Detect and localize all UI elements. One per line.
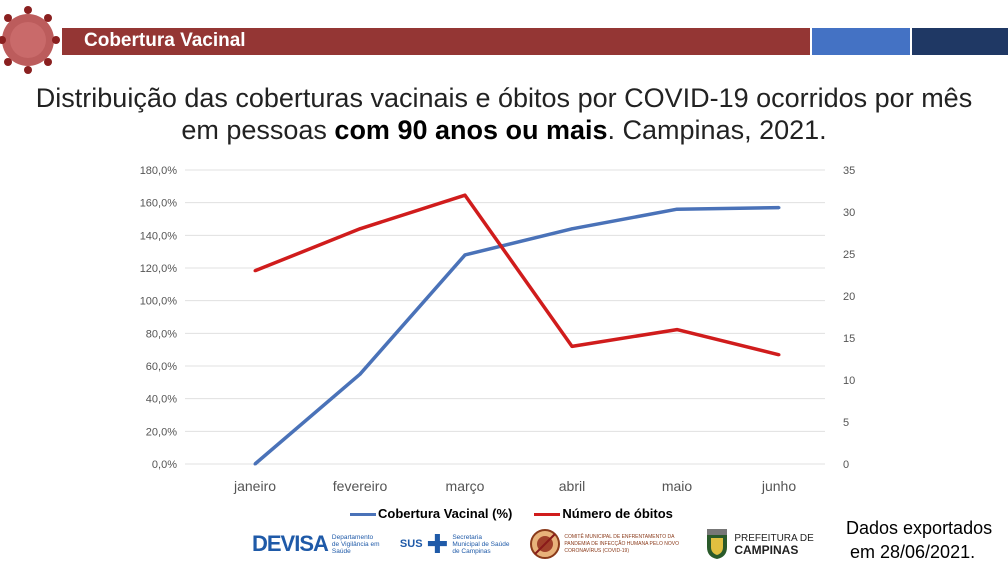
x-tick-label: março: [446, 478, 485, 494]
header-accent-navy: [912, 28, 1008, 55]
line-chart: 0,0% 20,0% 40,0% 60,0% 80,0% 100,0% 120,0% 140,…: [140, 165, 856, 494]
y-tick-left: 60,0%: [146, 361, 177, 373]
coverage-point: [777, 206, 781, 210]
deaths-point: [463, 193, 467, 197]
y-tick-left: 40,0%: [146, 394, 177, 406]
logos: DEVISA Departamento de Vigilância em Saú…: [252, 527, 814, 561]
prefeitura-text: PREFEITURA DE CAMPINAS: [734, 533, 813, 556]
legend-label: Número de óbitos: [562, 506, 673, 521]
comite-logo: COMITÊ MUNICIPAL DE ENFRENTAMENTO DA PAN…: [530, 529, 684, 559]
coverage-point: [358, 372, 362, 376]
y-tick-left: 20,0%: [146, 426, 177, 438]
title-line-1: Distribuição das coberturas vacinais e ó…: [35, 83, 973, 113]
header-bar: Cobertura Vacinal: [62, 28, 810, 55]
header-title: Cobertura Vacinal: [84, 30, 246, 51]
x-tick-label: abril: [559, 478, 585, 494]
y-tick-left: 140,0%: [140, 230, 178, 242]
prefeitura-line2: CAMPINAS: [734, 542, 799, 557]
coat-of-arms-icon: [707, 529, 728, 559]
devisa-text: DEVISA: [252, 531, 329, 556]
y-tick-right: 35: [843, 165, 855, 177]
title-text: em pessoas: [181, 115, 335, 145]
title-text-end: . Campinas, 2021.: [607, 115, 827, 145]
sus-logo: SUS ✚ Secretaria Municipal de Saúde de C…: [399, 529, 510, 559]
prefeitura-line1: PREFEITURA DE: [734, 532, 814, 544]
deaths-point: [358, 227, 362, 231]
prefeitura-logo: PREFEITURA DE CAMPINAS: [704, 527, 814, 561]
y-tick-left: 80,0%: [146, 328, 177, 340]
note-line-2: em 28/06/2021.: [850, 542, 976, 562]
legend-swatch-blue: [350, 513, 376, 517]
x-tick-label: janeiro: [233, 478, 276, 494]
devisa-logo: DEVISA Departamento de Vigilância em Saú…: [252, 531, 380, 557]
sus-subtitle: Secretaria Municipal de Saúde de Campina…: [452, 533, 510, 555]
x-tick-label: junho: [761, 478, 796, 494]
legend-swatch-red: [534, 513, 561, 517]
y-tick-left: 120,0%: [140, 263, 178, 275]
deaths-point: [570, 344, 574, 348]
title-line-2: em pessoas com 90 anos ou mais. Campinas…: [0, 114, 1008, 146]
note-line-1: Dados exportados: [846, 518, 993, 538]
legend-label: Cobertura Vacinal (%): [378, 506, 513, 521]
y-tick-right: 30: [843, 207, 855, 219]
coverage-line: [253, 205, 780, 466]
y-tick-right: 20: [843, 291, 855, 303]
slide-title: Distribuição das coberturas vacinais e ó…: [0, 82, 1008, 146]
legend-item-coverage: Cobertura Vacinal (%): [350, 506, 512, 521]
coverage-point: [570, 227, 574, 231]
x-tick-label: fevereiro: [333, 478, 388, 494]
devisa-subtitle: Departamento de Vigilância em Saúde: [331, 533, 380, 555]
export-note: Dados exportados em 28/06/2021.: [846, 516, 992, 564]
header-accent-blue: [812, 28, 910, 55]
deaths-point: [253, 269, 257, 273]
legend: Cobertura Vacinal (%) Número de óbitos: [350, 506, 673, 521]
title-bold: com 90 anos ou mais: [334, 115, 608, 145]
y-tick-left: 160,0%: [140, 198, 178, 210]
cross-icon: ✚: [426, 529, 449, 559]
deaths-line: [254, 193, 780, 357]
comite-text: COMITÊ MUNICIPAL DE ENFRENTAMENTO DA PAN…: [564, 533, 679, 554]
coverage-point: [675, 207, 679, 211]
legend-item-deaths: Número de óbitos: [534, 506, 673, 521]
y-tick-right: 15: [843, 333, 855, 345]
sus-text: SUS: [399, 538, 423, 550]
y-tick-left: 180,0%: [140, 165, 178, 177]
deaths-point: [777, 353, 781, 357]
x-tick-label: maio: [662, 478, 693, 494]
virus-seal-icon: [530, 529, 561, 559]
y-tick-right: 25: [843, 249, 855, 261]
coverage-point: [253, 462, 257, 466]
y-tick-right: 10: [843, 375, 855, 387]
coronavirus-icon: [0, 6, 60, 74]
y-tick-left: 100,0%: [140, 296, 178, 308]
coverage-point: [463, 253, 467, 257]
y-tick-right: 0: [843, 459, 849, 471]
y-tick-right: 5: [843, 417, 849, 429]
y-tick-left: 0,0%: [152, 459, 177, 471]
deaths-point: [675, 328, 679, 332]
